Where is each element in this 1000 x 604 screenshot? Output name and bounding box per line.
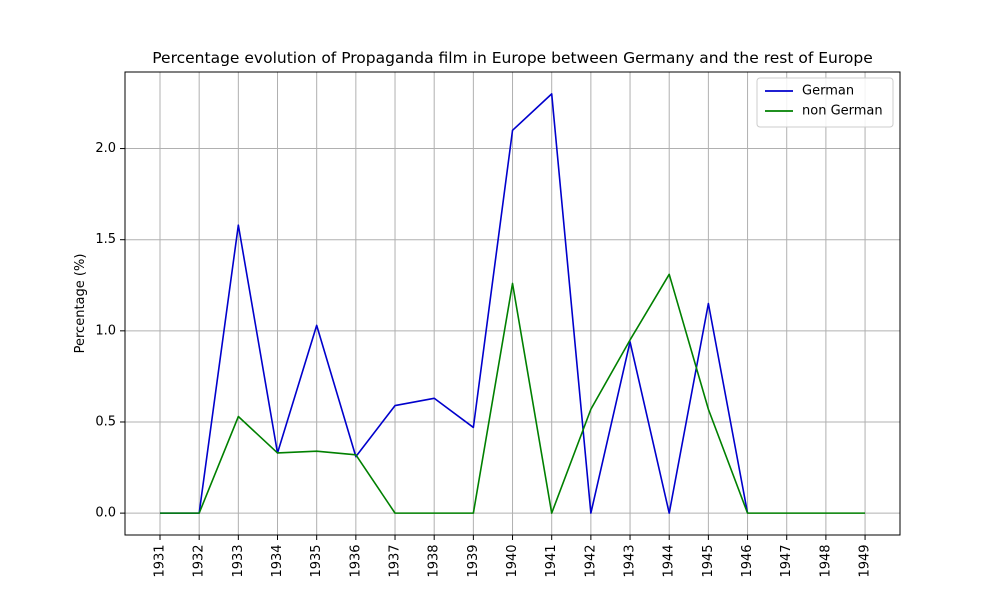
legend: German non German — [756, 77, 894, 128]
x-tick-label: 1949 — [858, 544, 873, 577]
y-tick-label: 2.0 — [95, 141, 116, 156]
x-tick-label: 1948 — [818, 544, 833, 577]
chart-title: Percentage evolution of Propaganda film … — [152, 49, 872, 67]
series-line-german — [160, 93, 749, 514]
x-tick-label: 1937 — [388, 544, 403, 577]
y-tick-label: 0.0 — [95, 506, 116, 521]
legend-label: German — [802, 84, 854, 99]
y-tick-label: 1.0 — [95, 323, 116, 338]
grid — [125, 72, 900, 535]
x-tick-label: 1945 — [701, 544, 716, 577]
x-axis-ticks: 1931 1932 1933 1934 1935 1936 1937 1938 1939 1940… — [153, 535, 873, 578]
y-axis-ticks: 0.0 0.5 1.0 1.5 2.0 — [95, 141, 125, 521]
y-tick-label: 1.5 — [95, 232, 116, 247]
x-tick-label: 1944 — [662, 544, 677, 577]
x-tick-label: 1942 — [583, 544, 598, 577]
x-tick-label: 1941 — [544, 544, 559, 577]
x-tick-label: 1943 — [623, 544, 638, 577]
x-tick-label: 1934 — [270, 544, 285, 577]
x-tick-label: 1931 — [153, 544, 168, 577]
legend-label: non German — [802, 104, 883, 119]
x-tick-label: 1936 — [348, 544, 363, 577]
y-axis-label: Percentage (%) — [73, 254, 88, 354]
x-tick-label: 1933 — [231, 544, 246, 577]
y-tick-label: 0.5 — [95, 414, 116, 429]
x-tick-label: 1932 — [192, 544, 207, 577]
x-tick-label: 1940 — [505, 544, 520, 577]
series-lines — [160, 93, 866, 514]
x-tick-label: 1939 — [466, 544, 481, 577]
x-tick-label: 1947 — [779, 544, 794, 577]
x-tick-label: 1938 — [427, 544, 442, 577]
x-tick-label: 1946 — [740, 544, 755, 577]
x-tick-label: 1935 — [309, 544, 324, 577]
series-line-non-german — [160, 273, 866, 514]
